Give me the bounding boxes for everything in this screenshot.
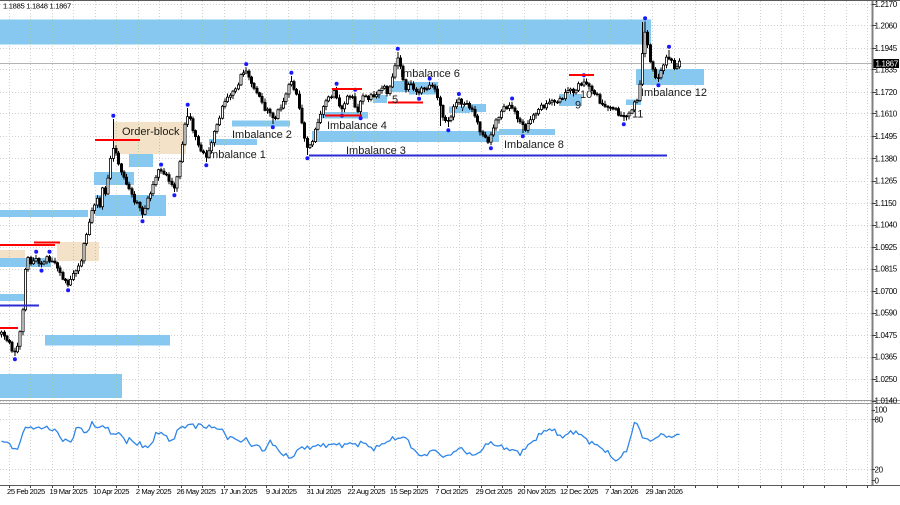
svg-text:1.1945: 1.1945 [875, 44, 898, 53]
svg-text:31 Jul 2025: 31 Jul 2025 [307, 487, 342, 496]
svg-text:15 Sep 2025: 15 Sep 2025 [390, 487, 428, 496]
svg-text:Imbalance 6: Imbalance 6 [400, 68, 460, 80]
svg-text:1.0475: 1.0475 [875, 331, 898, 340]
svg-text:Imbalance 4: Imbalance 4 [327, 120, 387, 132]
svg-text:1.0250: 1.0250 [875, 375, 898, 384]
svg-text:1.0365: 1.0365 [875, 353, 898, 362]
svg-text:1.0700: 1.0700 [875, 287, 898, 296]
svg-text:1.1040: 1.1040 [875, 221, 898, 230]
svg-text:1.1610: 1.1610 [875, 109, 898, 118]
svg-text:7: 7 [460, 102, 466, 114]
svg-text:1.1495: 1.1495 [875, 132, 898, 141]
svg-text:1.0925: 1.0925 [875, 243, 898, 252]
svg-text:7 Oct 2025: 7 Oct 2025 [435, 487, 468, 496]
svg-text:1.1835: 1.1835 [875, 65, 898, 74]
svg-text:1.1150: 1.1150 [875, 199, 898, 208]
svg-text:11: 11 [632, 109, 643, 121]
svg-text:9: 9 [575, 100, 581, 112]
svg-text:Imbalance 12: Imbalance 12 [641, 87, 707, 99]
svg-text:7 Jan 2026: 7 Jan 2026 [605, 487, 638, 496]
svg-text:9 Jul 2025: 9 Jul 2025 [266, 487, 297, 496]
svg-text:80: 80 [875, 415, 884, 424]
svg-text:Imbalance 3: Imbalance 3 [346, 145, 406, 157]
svg-text:10: 10 [580, 89, 592, 101]
svg-text:29 Jan 2026: 29 Jan 2026 [646, 487, 683, 496]
svg-text:19 Mar 2025: 19 Mar 2025 [50, 487, 88, 496]
svg-text:17 Jun 2025: 17 Jun 2025 [220, 487, 257, 496]
svg-text:Order-block: Order-block [122, 126, 180, 138]
svg-text:1.1380: 1.1380 [875, 154, 898, 163]
svg-text:Imbalance 1: Imbalance 1 [206, 149, 266, 161]
svg-text:1.0590: 1.0590 [875, 309, 898, 318]
svg-text:1.1720: 1.1720 [875, 88, 898, 97]
svg-text:1.1885 1.1848 1.1867: 1.1885 1.1848 1.1867 [3, 2, 71, 11]
svg-text:1.1867: 1.1867 [876, 59, 899, 68]
svg-text:0: 0 [875, 477, 880, 486]
svg-text:1.2170: 1.2170 [875, 0, 898, 9]
svg-text:Imbalance 2: Imbalance 2 [232, 129, 292, 141]
svg-text:22 Aug 2025: 22 Aug 2025 [347, 487, 385, 496]
svg-text:10 Apr 2025: 10 Apr 2025 [93, 487, 129, 496]
svg-text:1.1265: 1.1265 [875, 177, 898, 186]
svg-text:26 May 2025: 26 May 2025 [177, 487, 216, 496]
svg-text:12 Dec 2025: 12 Dec 2025 [560, 487, 598, 496]
svg-text:20 Nov 2025: 20 Nov 2025 [517, 487, 555, 496]
svg-text:1.0140: 1.0140 [875, 397, 898, 406]
svg-text:Imbalance 8: Imbalance 8 [504, 139, 564, 151]
svg-text:20: 20 [875, 465, 884, 474]
svg-text:1.0815: 1.0815 [875, 265, 898, 274]
svg-text:29 Oct 2025: 29 Oct 2025 [476, 487, 513, 496]
svg-text:5: 5 [392, 94, 398, 106]
svg-text:1.2060: 1.2060 [875, 21, 898, 30]
svg-text:25 Feb 2025: 25 Feb 2025 [7, 487, 45, 496]
svg-text:100: 100 [875, 406, 888, 415]
svg-text:2 May 2025: 2 May 2025 [136, 487, 171, 496]
